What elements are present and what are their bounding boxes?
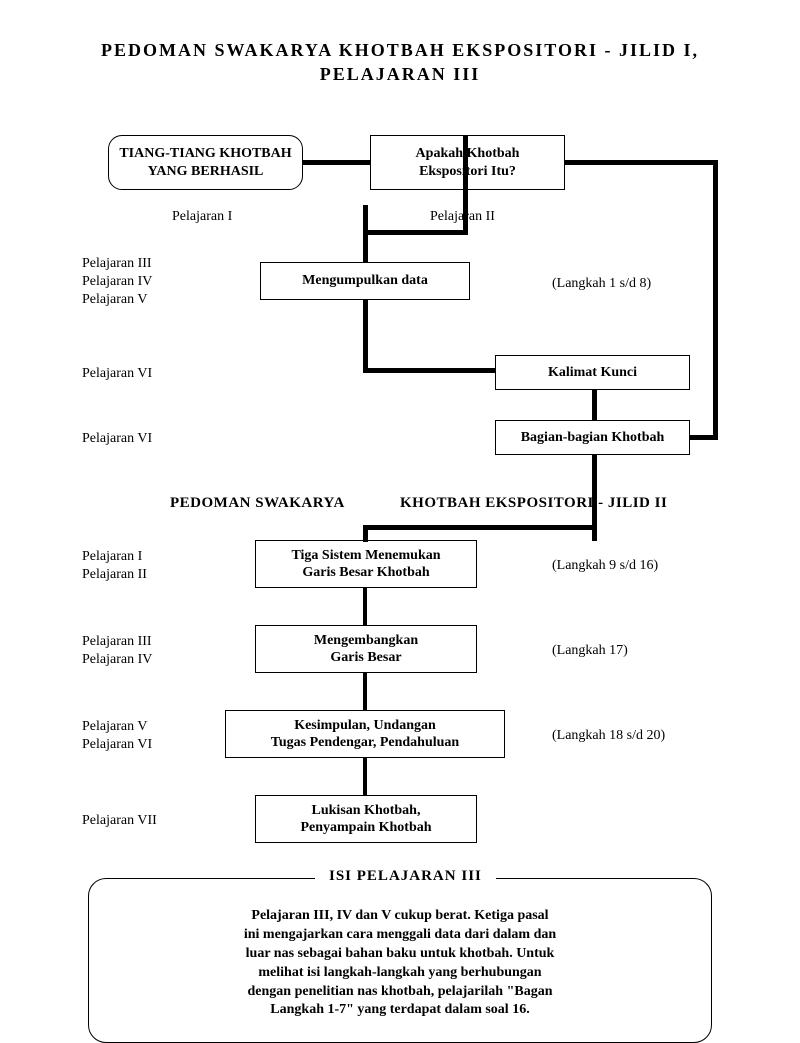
- subtitle-left: PEDOMAN SWAKARYA: [170, 495, 345, 512]
- connector-11: [363, 525, 597, 530]
- label-l1: Pelajaran I: [172, 208, 232, 226]
- label-l5: Pelajaran VI: [82, 365, 152, 383]
- connector-0: [303, 160, 370, 165]
- label-l9: Pelajaran III Pelajaran IV: [82, 633, 152, 669]
- label-l13: Pelajaran VII: [82, 812, 157, 830]
- node-n8: Kesimpulan, Undangan Tugas Pendengar, Pe…: [225, 710, 505, 758]
- page-title: PEDOMAN SWAKARYA KHOTBAH EKSPOSITORI - J…: [0, 0, 800, 87]
- connector-12: [363, 525, 368, 542]
- title-line2: PELAJARAN III: [320, 64, 481, 84]
- connector-2: [713, 160, 718, 440]
- label-l7: Pelajaran I Pelajaran II: [82, 548, 147, 584]
- node-n9: Lukisan Khotbah, Penyampain Khotbah: [255, 795, 477, 843]
- connector-13: [363, 588, 367, 625]
- node-n5: Bagian-bagian Khotbah: [495, 420, 690, 455]
- label-l12: (Langkah 18 s/d 20): [552, 727, 665, 745]
- connector-7: [363, 300, 368, 372]
- node-n4: Kalimat Kunci: [495, 355, 690, 390]
- node-n6: Tiga Sistem Menemukan Garis Besar Khotba…: [255, 540, 477, 588]
- label-l11: Pelajaran V Pelajaran VI: [82, 718, 152, 754]
- label-l8: (Langkah 9 s/d 16): [552, 557, 658, 575]
- footer-box: Pelajaran III, IV dan V cukup berat. Ket…: [88, 878, 712, 1043]
- footer-body: Pelajaran III, IV dan V cukup berat. Ket…: [149, 907, 651, 1020]
- title-line1: PEDOMAN SWAKARYA KHOTBAH EKSPOSITORI - J…: [101, 40, 699, 60]
- label-l10: (Langkah 17): [552, 642, 628, 660]
- label-l3: Pelajaran III Pelajaran IV Pelajaran V: [82, 255, 152, 310]
- node-n7: Mengembangkan Garis Besar: [255, 625, 477, 673]
- footer-title: ISI PELAJARAN III: [315, 868, 496, 885]
- connector-15: [363, 758, 367, 795]
- connector-8: [363, 368, 495, 373]
- connector-1: [565, 160, 718, 165]
- label-l6: Pelajaran VI: [82, 430, 152, 448]
- label-l4: (Langkah 1 s/d 8): [552, 275, 651, 293]
- connector-5: [363, 230, 468, 235]
- connector-9: [592, 390, 597, 420]
- connector-6: [463, 135, 468, 235]
- node-n3: Mengumpulkan data: [260, 262, 470, 300]
- connector-3: [690, 435, 718, 440]
- node-n1: TIANG-TIANG KHOTBAH YANG BERHASIL: [108, 135, 303, 190]
- subtitle-right: KHOTBAH EKSPOSITORI - JILID II: [400, 495, 667, 512]
- connector-14: [363, 673, 367, 710]
